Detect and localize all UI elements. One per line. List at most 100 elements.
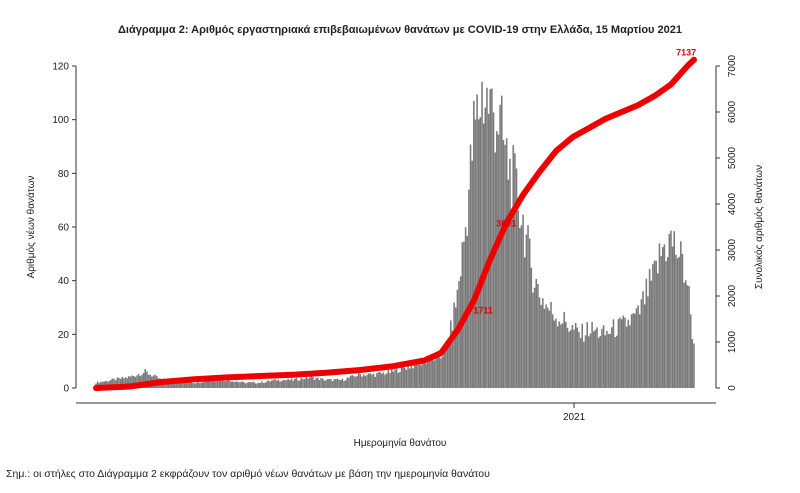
bar xyxy=(226,379,229,388)
bar xyxy=(637,305,639,388)
bar xyxy=(629,325,631,388)
bar xyxy=(228,380,230,388)
bar xyxy=(256,383,258,388)
bar xyxy=(333,379,335,388)
bar xyxy=(211,379,214,388)
bar xyxy=(132,376,135,388)
bar xyxy=(514,153,516,388)
bar xyxy=(128,376,130,388)
bar xyxy=(215,381,217,388)
x-tick-label: 2021 xyxy=(563,412,586,423)
bar xyxy=(579,338,582,388)
bar xyxy=(625,326,628,388)
bar xyxy=(275,380,278,388)
bar xyxy=(512,145,515,388)
cumulative-line-series xyxy=(93,56,697,391)
bar xyxy=(652,263,654,388)
bar xyxy=(321,378,324,388)
bar xyxy=(497,134,500,388)
bar xyxy=(376,373,378,388)
bar xyxy=(180,379,183,388)
bar xyxy=(619,317,621,388)
bar xyxy=(680,241,682,388)
bar xyxy=(527,225,529,388)
bar xyxy=(499,104,501,388)
bar xyxy=(203,380,206,388)
bar xyxy=(371,374,373,388)
bar xyxy=(241,381,243,388)
bar xyxy=(126,378,128,388)
bar xyxy=(647,296,649,388)
bar xyxy=(500,95,503,388)
bar xyxy=(369,373,372,388)
bar xyxy=(609,333,611,388)
bar xyxy=(261,381,263,388)
bar xyxy=(381,373,383,388)
bar xyxy=(182,380,184,388)
y2-tick-label: 3000 xyxy=(727,238,738,261)
bar xyxy=(468,189,470,388)
data-label: 3601 xyxy=(496,218,516,228)
bar xyxy=(395,368,398,388)
bar xyxy=(123,378,125,388)
bar xyxy=(648,269,651,388)
bar xyxy=(111,378,114,388)
bar xyxy=(624,317,626,388)
data-label: 1711 xyxy=(473,305,493,315)
bar xyxy=(404,367,406,388)
bar xyxy=(351,374,354,388)
bar xyxy=(545,304,547,388)
bar xyxy=(563,311,565,388)
bar xyxy=(274,378,276,388)
bar xyxy=(479,117,482,389)
bar xyxy=(661,247,664,388)
bar xyxy=(668,233,671,388)
bar-series xyxy=(95,81,695,389)
bar xyxy=(666,257,669,388)
bar xyxy=(400,365,403,388)
bar xyxy=(604,335,607,388)
bar xyxy=(422,362,424,388)
bar xyxy=(349,375,352,388)
bar xyxy=(326,379,329,388)
bar xyxy=(622,315,625,388)
bar xyxy=(270,380,273,388)
bar xyxy=(408,368,411,388)
bar xyxy=(315,378,317,388)
bar xyxy=(589,333,592,388)
bar xyxy=(671,246,674,388)
axes: 0 20 40 60 80 100 120 0 1000 2000 3000 4000 5000 6000… xyxy=(25,54,765,449)
bar xyxy=(142,372,145,388)
bar xyxy=(96,381,99,388)
bar xyxy=(676,258,679,388)
bar xyxy=(305,376,308,388)
bar xyxy=(308,377,311,388)
y2-tick-label: 2000 xyxy=(727,284,738,307)
bar xyxy=(113,378,115,388)
bar xyxy=(213,380,216,388)
bar xyxy=(137,374,140,388)
bar xyxy=(252,381,255,388)
bar xyxy=(591,321,593,388)
y-axis-title: Αριθμός νέων θανάτων xyxy=(25,176,37,279)
bar xyxy=(634,313,636,388)
bar xyxy=(210,380,212,388)
bar xyxy=(538,297,541,388)
bar xyxy=(494,152,496,388)
bar xyxy=(630,314,633,388)
bar xyxy=(318,380,321,388)
bar xyxy=(642,291,644,388)
y2-tick-label: 1000 xyxy=(727,330,738,353)
bar xyxy=(262,382,265,388)
bar xyxy=(670,230,672,388)
bar xyxy=(293,378,296,388)
bar xyxy=(635,308,638,388)
bar xyxy=(584,335,587,388)
bar xyxy=(430,355,432,388)
bar xyxy=(657,273,659,388)
bar xyxy=(183,381,186,388)
bar xyxy=(264,382,266,388)
bar xyxy=(509,158,511,388)
bar xyxy=(440,358,442,388)
bar xyxy=(691,339,694,388)
